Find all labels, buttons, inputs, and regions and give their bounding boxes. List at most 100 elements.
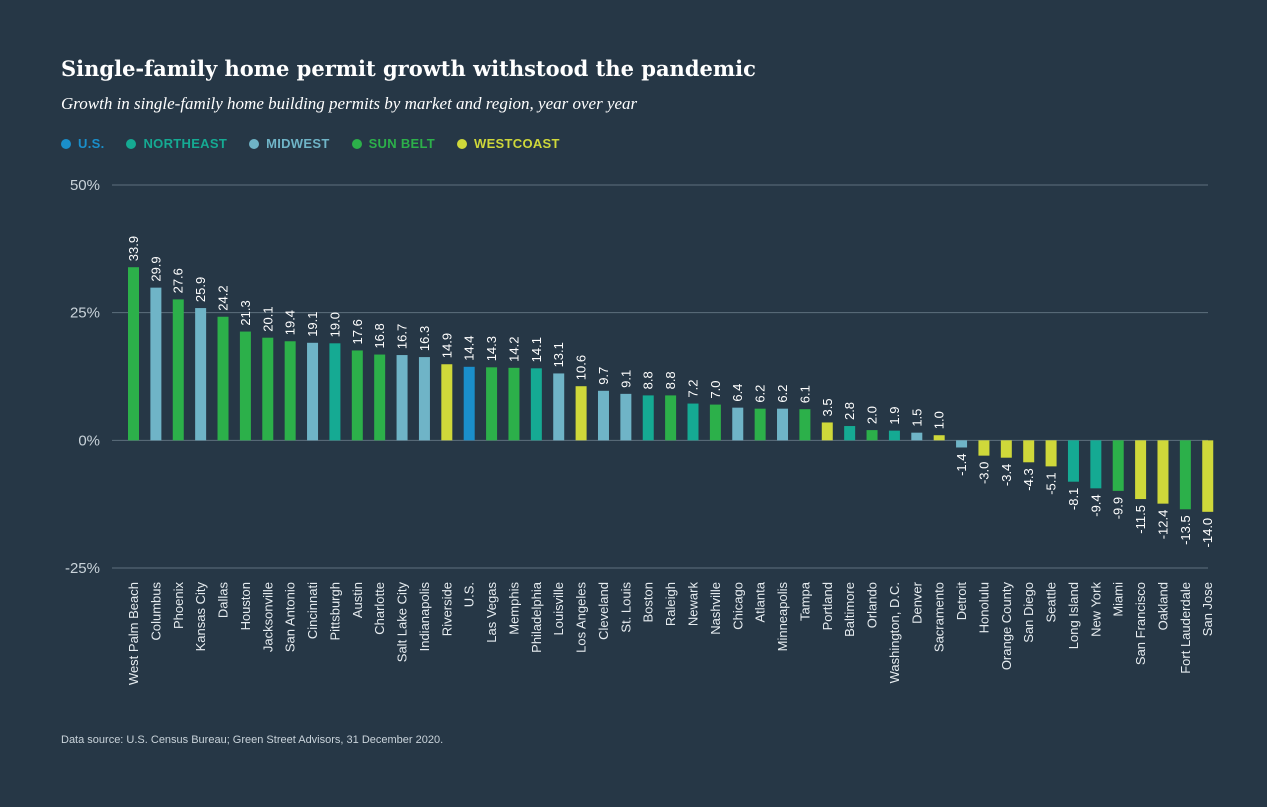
x-tick-label: Pittsburgh (327, 582, 342, 641)
chart-subtitle: Growth in single-family home building pe… (61, 94, 638, 113)
data-label: 1.9 (887, 407, 902, 425)
data-label: -5.1 (1044, 472, 1059, 494)
data-label: 2.0 (865, 406, 880, 424)
bar (553, 373, 565, 441)
legend-label-westcoast: WESTCOAST (474, 136, 560, 151)
bar (284, 341, 296, 441)
bar (1157, 440, 1169, 504)
x-tick-label: Baltimore (842, 582, 857, 637)
x-tick-label: Memphis (506, 582, 521, 635)
data-label: -9.4 (1088, 494, 1103, 516)
x-tick-label: Newark (686, 582, 701, 627)
x-tick-label: Sacramento (932, 582, 947, 652)
chart-title: Single-family home permit growth withsto… (61, 56, 756, 81)
x-tick-label: Riverside (439, 582, 454, 636)
bar (597, 390, 609, 441)
bar (665, 395, 677, 441)
data-label: 1.5 (909, 409, 924, 427)
x-tick-label: San Diego (1021, 582, 1036, 643)
x-tick-label: Cincinnati (305, 582, 320, 639)
bar (1067, 440, 1079, 482)
bar (1179, 440, 1191, 510)
x-tick-label: Minneapolis (775, 582, 790, 652)
legend-item-midwest: MIDWEST (249, 136, 329, 151)
data-label: 20.1 (260, 306, 275, 331)
data-label: 14.9 (439, 333, 454, 358)
bar (777, 408, 789, 441)
x-tick-label: Phoenix (171, 582, 186, 629)
data-label: 19.0 (327, 312, 342, 337)
legend-label-us: U.S. (78, 136, 105, 151)
x-tick-label: Fort Lauderdale (1178, 582, 1193, 674)
bar (172, 299, 184, 441)
x-tick-label: Miami (1111, 582, 1126, 617)
bar (128, 267, 139, 441)
data-label: 14.3 (484, 336, 499, 361)
x-tick-label: Chicago (730, 582, 745, 630)
data-label: 14.1 (529, 337, 544, 362)
bar (441, 364, 453, 441)
bar (463, 366, 475, 441)
data-label: 1.0 (932, 411, 947, 429)
x-tick-label: Seattle (1044, 582, 1059, 622)
data-label: 27.6 (171, 268, 186, 293)
data-label: 6.2 (753, 385, 768, 403)
bar (262, 337, 274, 441)
bar (418, 357, 430, 441)
bar (195, 308, 207, 441)
data-label: 6.4 (730, 384, 745, 402)
data-label: -3.0 (976, 462, 991, 484)
x-tick-label: Detroit (954, 582, 969, 621)
bar (374, 354, 386, 441)
x-tick-label: Washington, D.C. (887, 582, 902, 683)
data-label: -1.4 (954, 453, 969, 475)
data-label: 29.9 (148, 256, 163, 281)
x-tick-label: Philadelphia (529, 581, 544, 653)
x-tick-label: Orange County (999, 582, 1014, 671)
data-label: -4.3 (1021, 468, 1036, 490)
y-tick-label: 0% (78, 432, 100, 449)
bar (508, 367, 520, 441)
bar (642, 395, 654, 441)
bar (486, 367, 498, 441)
data-label: 8.8 (663, 371, 678, 389)
x-tick-label: San Antonio (283, 582, 298, 652)
legend-item-us: U.S. (61, 136, 104, 151)
bar (1112, 440, 1124, 491)
bar (396, 355, 408, 441)
bar (754, 408, 766, 441)
legend-swatch-midwest (249, 138, 260, 149)
bar (1000, 440, 1012, 458)
data-label: 33.9 (126, 236, 141, 261)
x-tick-label: Raleigh (663, 582, 678, 626)
data-label: 8.8 (641, 371, 656, 389)
legend-item-northeast: NORTHEAST (126, 136, 227, 151)
bar (933, 435, 945, 441)
data-label: 19.1 (305, 311, 320, 336)
x-tick-label: Charlotte (372, 582, 387, 635)
x-tick-label: New York (1088, 582, 1103, 637)
x-tick-label: Columbus (148, 582, 163, 641)
x-tick-label: Denver (909, 581, 924, 624)
bar (239, 331, 251, 441)
data-label: 9.1 (618, 370, 633, 388)
data-label: -3.4 (999, 464, 1014, 486)
data-label: 7.2 (686, 379, 701, 397)
data-label: 9.7 (596, 367, 611, 385)
data-label: 6.1 (797, 385, 812, 403)
data-label: -13.5 (1178, 515, 1193, 545)
data-label: -12.4 (1155, 510, 1170, 540)
data-label: 21.3 (238, 300, 253, 325)
x-tick-label: Atlanta (753, 581, 768, 622)
x-tick-label: Los Angeles (574, 582, 589, 653)
bar (1045, 440, 1057, 467)
bar (620, 393, 632, 441)
bar (844, 426, 856, 441)
legend-label-northeast: NORTHEAST (143, 136, 228, 151)
data-label: -11.5 (1133, 505, 1148, 534)
x-tick-label: Tampa (797, 581, 812, 621)
x-tick-label: Cleveland (596, 582, 611, 640)
legend-item-sunbelt: SUN BELT (351, 136, 435, 151)
x-tick-label: Orlando (865, 582, 880, 628)
x-tick-label: Jacksonville (260, 582, 275, 652)
